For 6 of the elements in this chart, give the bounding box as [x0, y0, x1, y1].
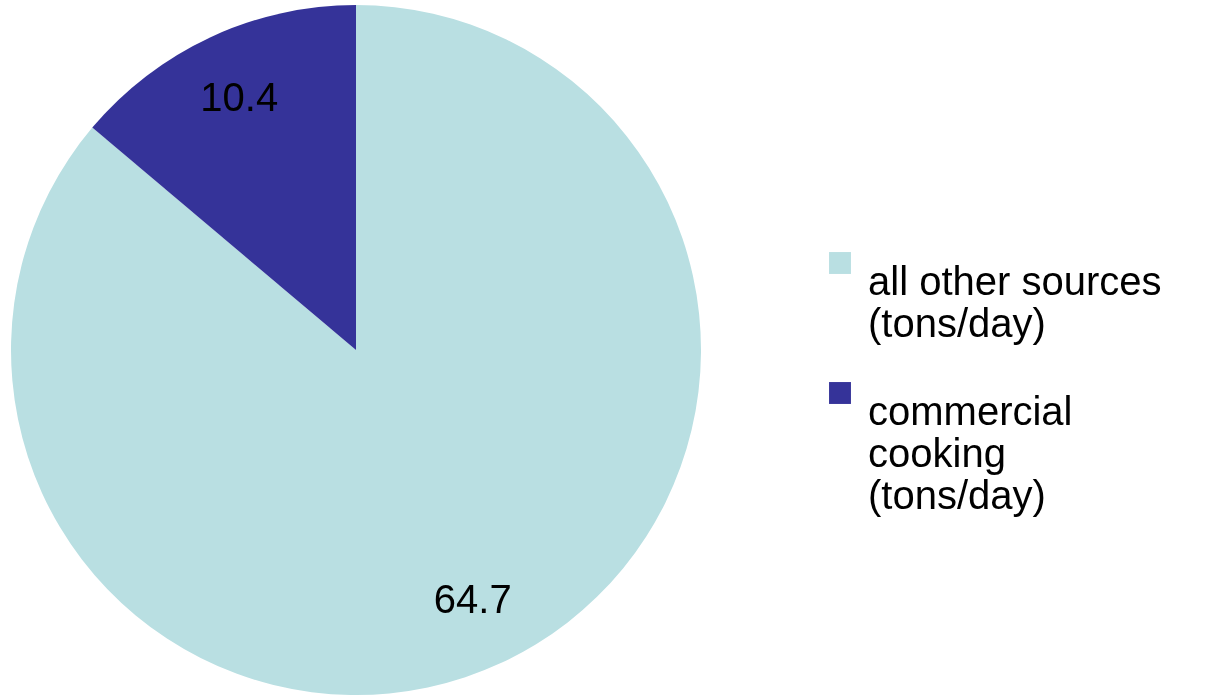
data-label: 10.4 — [200, 74, 279, 119]
pie-slice — [11, 5, 701, 695]
legend-label: all other sources (tons/day) — [868, 259, 1162, 345]
legend-label: commercial cooking (tons/day) — [868, 389, 1073, 517]
data-label: 64.7 — [433, 577, 512, 622]
pie-slice — [92, 5, 356, 350]
